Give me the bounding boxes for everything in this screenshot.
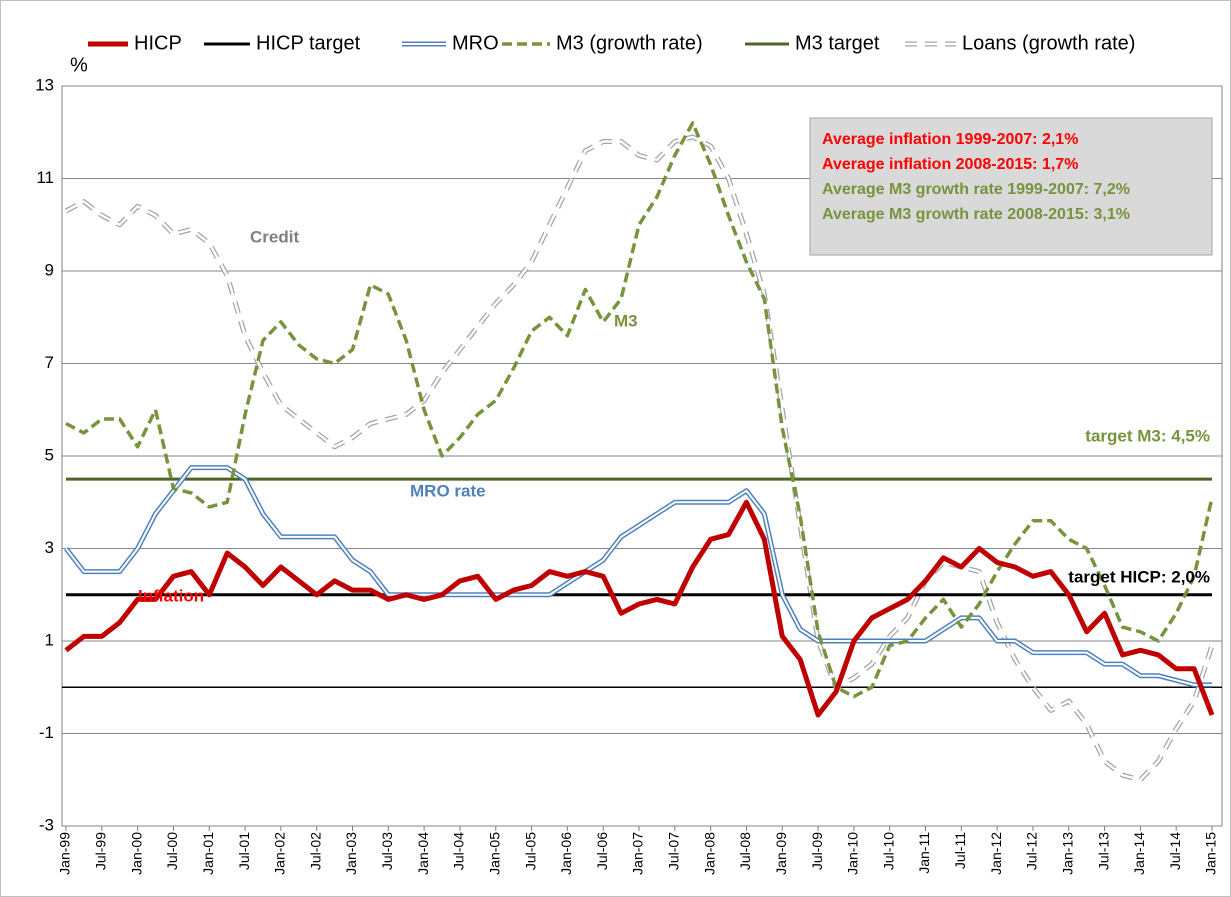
x-tick-label: Jan-09 — [773, 832, 789, 875]
x-tick-label: Jul-14 — [1167, 832, 1183, 870]
legend-label: MRO — [452, 32, 499, 54]
info-line: Average M3 growth rate 1999-2007: 7,2% — [822, 181, 1130, 198]
x-tick-label: Jul-07 — [666, 832, 682, 870]
legend-label: HICP — [134, 32, 182, 54]
x-tick-label: Jul-00 — [164, 832, 180, 870]
y-tick-label: 13 — [35, 75, 54, 94]
y-tick-label: 1 — [45, 630, 54, 649]
x-tick-label: Jul-01 — [236, 832, 252, 870]
x-tick-label: Jan-04 — [415, 832, 431, 875]
annotation: target M3: 4,5% — [1085, 426, 1210, 445]
x-tick-label: Jan-02 — [272, 832, 288, 875]
x-tick-label: Jan-99 — [57, 832, 73, 875]
y-tick-label: 7 — [45, 353, 54, 372]
y-tick-label: 3 — [45, 538, 54, 557]
annotation: Credit — [250, 227, 299, 246]
x-tick-label: Jul-99 — [93, 832, 109, 870]
info-line: Average inflation 1999-2007: 2,1% — [822, 131, 1078, 148]
x-tick-label: Jul-06 — [594, 832, 610, 870]
x-tick-label: Jul-11 — [952, 832, 968, 869]
y-tick-label: 11 — [36, 168, 54, 187]
series-line — [64, 499, 1215, 718]
y-tick-label: -1 — [39, 723, 54, 742]
x-tick-label: Jul-12 — [1024, 832, 1040, 870]
x-tick-label: Jan-10 — [845, 832, 861, 875]
x-tick-label: Jul-05 — [522, 832, 538, 870]
info-line: Average M3 growth rate 2008-2015: 3,1% — [822, 206, 1130, 223]
x-tick-label: Jan-15 — [1203, 832, 1219, 875]
info-line: Average inflation 2008-2015: 1,7% — [822, 156, 1078, 173]
y-tick-label: 5 — [45, 445, 54, 464]
x-tick-label: Jul-09 — [809, 832, 825, 870]
x-tick-label: Jan-01 — [200, 832, 216, 875]
legend-label: Loans (growth rate) — [962, 32, 1135, 54]
x-tick-label: Jul-03 — [379, 832, 395, 870]
annotation: Inflation — [138, 586, 204, 605]
legend-label: M3 (growth rate) — [556, 32, 703, 54]
y-axis-label: % — [70, 54, 88, 76]
x-tick-label: Jan-08 — [701, 832, 717, 875]
legend-label: M3 target — [795, 32, 880, 54]
annotation: MRO rate — [410, 481, 486, 500]
x-tick-label: Jan-03 — [343, 832, 359, 875]
info-box — [809, 117, 1213, 256]
x-tick-label: Jan-11 — [916, 832, 932, 874]
x-tick-label: Jan-13 — [1059, 832, 1075, 875]
x-tick-label: Jan-07 — [630, 832, 646, 875]
x-tick-label: Jan-05 — [486, 832, 502, 875]
y-tick-label: -3 — [39, 815, 54, 834]
x-tick-label: Jan-06 — [558, 832, 574, 875]
x-tick-label: Jul-10 — [880, 832, 896, 870]
x-tick-label: Jan-12 — [988, 832, 1004, 875]
x-tick-label: Jul-02 — [307, 832, 323, 870]
x-tick-label: Jul-13 — [1095, 832, 1111, 870]
x-tick-label: Jul-04 — [451, 832, 467, 870]
x-tick-label: Jan-00 — [128, 832, 144, 875]
legend-label: HICP target — [256, 32, 361, 54]
annotation: M3 — [614, 311, 638, 330]
series-line-inner — [65, 466, 1212, 686]
y-tick-label: 9 — [45, 260, 54, 279]
x-tick-label: Jul-08 — [737, 832, 753, 870]
x-tick-label: Jan-14 — [1131, 832, 1147, 875]
annotation: target HICP: 2,0% — [1068, 567, 1210, 586]
